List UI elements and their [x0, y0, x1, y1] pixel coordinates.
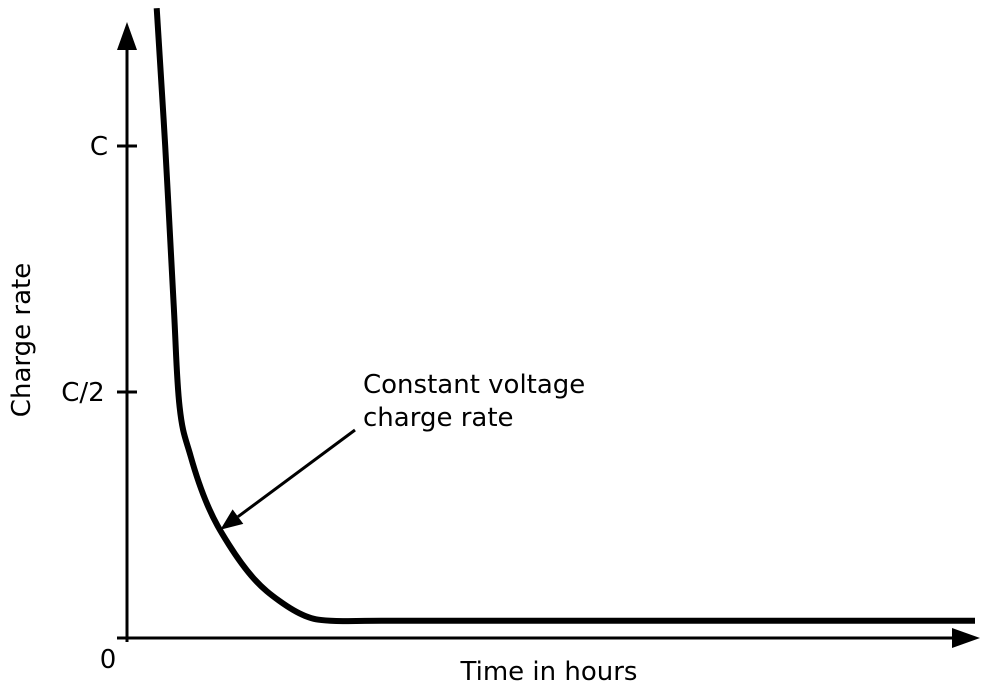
annotation-arrow — [237, 428, 356, 518]
x-axis-title: Time in hours — [460, 657, 638, 686]
origin-label: 0 — [100, 645, 117, 675]
charge-rate-curve — [153, 8, 975, 625]
x-axis-arrowhead — [952, 628, 980, 648]
annotation-line-2: charge rate — [363, 403, 514, 433]
y-tick-label-c-half: C/2 — [61, 378, 104, 408]
y-tick-label-c: C — [90, 132, 108, 162]
y-axis-title: Charge rate — [7, 263, 37, 417]
annotation-line-1: Constant voltage — [363, 370, 585, 400]
y-axis-arrowhead — [117, 22, 137, 50]
annotation-arrowhead — [220, 509, 244, 530]
